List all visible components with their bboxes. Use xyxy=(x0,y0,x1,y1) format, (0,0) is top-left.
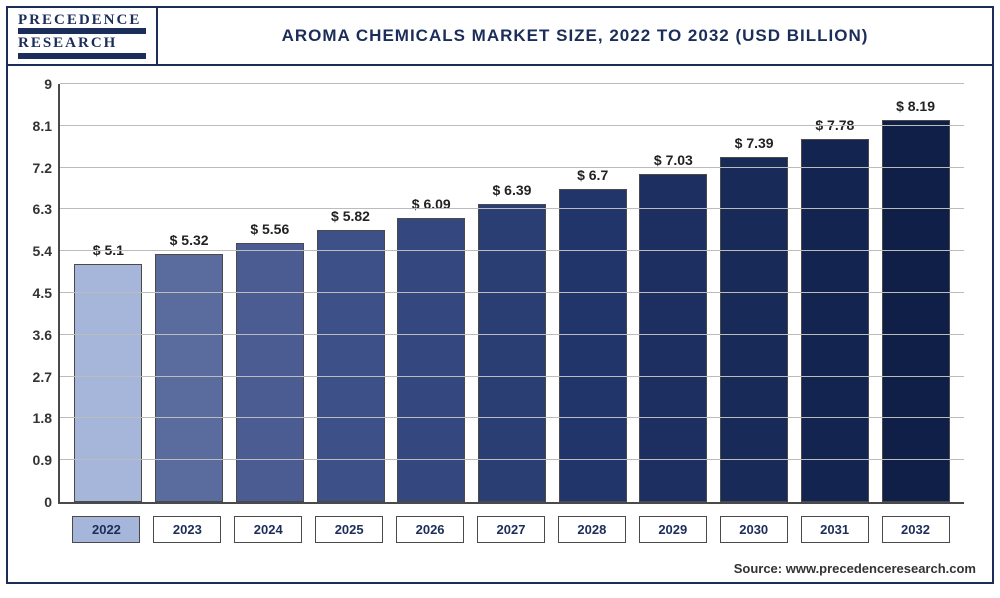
y-tick-zero: 0 xyxy=(44,494,52,510)
bar xyxy=(639,174,707,502)
x-box: 2026 xyxy=(394,516,466,543)
x-label: 2023 xyxy=(153,516,221,543)
grid-line xyxy=(60,250,964,251)
x-label: 2022 xyxy=(72,516,140,543)
bar-wrap: $ 5.1 xyxy=(72,242,144,502)
x-label: 2028 xyxy=(558,516,626,543)
x-box: 2024 xyxy=(232,516,304,543)
bar-value-label: $ 6.7 xyxy=(577,167,608,183)
bar-value-label: $ 8.19 xyxy=(896,98,935,114)
y-tick: 6.3 xyxy=(33,201,52,217)
grid-line xyxy=(60,334,964,335)
bar-value-label: $ 7.39 xyxy=(735,135,774,151)
bar-value-label: $ 6.39 xyxy=(492,182,531,198)
bar xyxy=(236,243,304,502)
grid-line xyxy=(60,125,964,126)
logo: PRECEDENCE RESEARCH xyxy=(8,8,158,64)
bar-value-label: $ 5.82 xyxy=(331,208,370,224)
bar-wrap: $ 5.32 xyxy=(153,232,225,502)
x-box: 2032 xyxy=(880,516,952,543)
x-box: 2029 xyxy=(637,516,709,543)
bar-value-label: $ 5.56 xyxy=(250,221,289,237)
grid-line xyxy=(60,459,964,460)
y-tick: 0.9 xyxy=(33,452,52,468)
x-box: 2022 xyxy=(70,516,142,543)
bar-value-label: $ 6.09 xyxy=(412,196,451,212)
logo-line1: PRECEDENCE xyxy=(18,13,146,28)
bar-wrap: $ 7.03 xyxy=(637,152,709,502)
x-label: 2025 xyxy=(315,516,383,543)
bar xyxy=(478,204,546,502)
x-label: 2026 xyxy=(396,516,464,543)
x-label: 2032 xyxy=(882,516,950,543)
y-tick: 9 xyxy=(44,76,52,92)
logo-line2: RESEARCH xyxy=(18,28,146,59)
bar xyxy=(317,230,385,502)
bar-value-label: $ 7.03 xyxy=(654,152,693,168)
bar xyxy=(801,139,869,502)
grid-line xyxy=(60,376,964,377)
bar-wrap: $ 5.82 xyxy=(315,208,387,502)
x-label: 2029 xyxy=(639,516,707,543)
y-tick: 1.8 xyxy=(33,410,52,426)
bar-wrap: $ 7.39 xyxy=(718,135,790,502)
chart-zone: 0 $ 5.1 $ 5.32 $ 5.56 $ 5.82 $ 6.09 $ 6.39 $ 6… xyxy=(8,66,992,557)
x-box: 2028 xyxy=(556,516,628,543)
bar xyxy=(882,120,950,502)
bar xyxy=(74,264,142,502)
bars-group: $ 5.1 $ 5.32 $ 5.56 $ 5.82 $ 6.09 $ 6.39 $ 6.7… xyxy=(60,84,964,502)
source-text: Source: www.precedenceresearch.com xyxy=(8,557,992,582)
x-label: 2027 xyxy=(477,516,545,543)
y-tick: 5.4 xyxy=(33,243,52,259)
plot-area: 0 $ 5.1$ 5.32$ 5.56$ 5.82$ 6.09$ 6.39$ 6… xyxy=(58,84,964,504)
grid-line xyxy=(60,83,964,84)
bar xyxy=(155,254,223,502)
y-tick: 2.7 xyxy=(33,369,52,385)
y-tick: 4.5 xyxy=(33,285,52,301)
x-box: 2025 xyxy=(313,516,385,543)
x-box: 2030 xyxy=(718,516,790,543)
bar xyxy=(559,189,627,502)
x-box: 2023 xyxy=(151,516,223,543)
x-label: 2031 xyxy=(801,516,869,543)
bar-wrap: $ 7.78 xyxy=(799,117,871,502)
x-label: 2024 xyxy=(234,516,302,543)
grid-line xyxy=(60,208,964,209)
x-axis: 2022 2023 2024 2025 2026 2027 2028 2029 2030 2031… xyxy=(58,504,964,543)
grid-line xyxy=(60,292,964,293)
grid-line xyxy=(60,167,964,168)
x-box: 2027 xyxy=(475,516,547,543)
bar-wrap: $ 6.39 xyxy=(476,182,548,502)
x-box: 2031 xyxy=(799,516,871,543)
chart-container: PRECEDENCE RESEARCH AROMA CHEMICALS MARK… xyxy=(6,6,994,584)
y-tick: 7.2 xyxy=(33,160,52,176)
y-tick: 3.6 xyxy=(33,327,52,343)
y-tick: 8.1 xyxy=(33,118,52,134)
bar-value-label: $ 5.32 xyxy=(170,232,209,248)
chart-title: AROMA CHEMICALS MARKET SIZE, 2022 TO 203… xyxy=(158,26,992,46)
x-label: 2030 xyxy=(720,516,788,543)
bar-wrap: $ 6.09 xyxy=(395,196,467,502)
bar-wrap: $ 8.19 xyxy=(880,98,952,502)
grid-line xyxy=(60,417,964,418)
header: PRECEDENCE RESEARCH AROMA CHEMICALS MARK… xyxy=(8,8,992,66)
